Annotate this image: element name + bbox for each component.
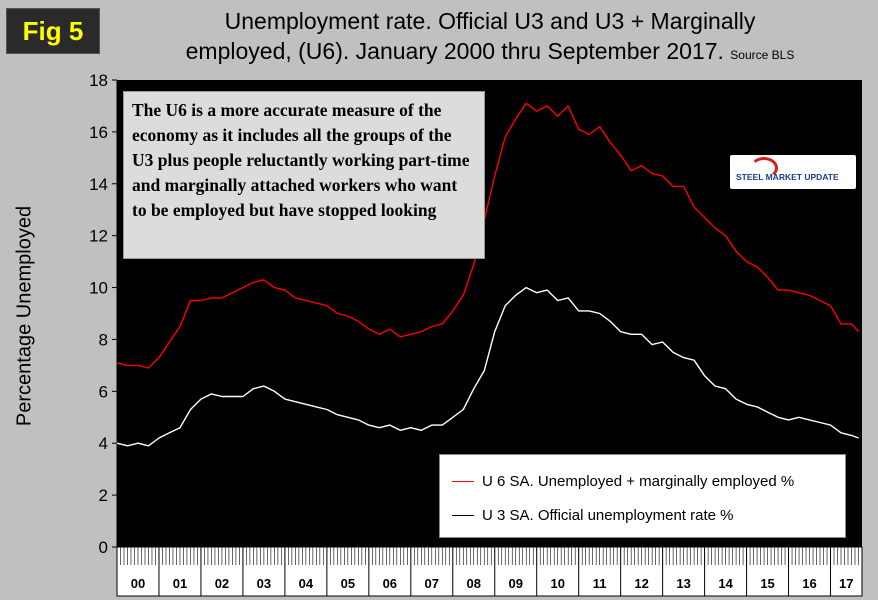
y-tick-label: 2 xyxy=(99,486,108,505)
title-line-2: employed, (U6). January 2000 thru Septem… xyxy=(185,38,795,64)
y-tick-label: 14 xyxy=(89,175,108,194)
y-tick-label: 12 xyxy=(89,227,108,246)
x-tick-label: 10 xyxy=(550,576,564,591)
y-tick-label: 16 xyxy=(89,123,108,142)
y-tick-label: 0 xyxy=(99,538,108,557)
steel-market-update-logo: STEEL MARKET UPDATE xyxy=(730,155,856,189)
y-tick-label: 4 xyxy=(99,434,108,453)
x-tick-label: 09 xyxy=(508,576,522,591)
u6-series-line xyxy=(116,102,860,369)
chart-legend: U 6 SA. Unemployed + marginally employed… xyxy=(439,454,846,538)
x-tick-label: 04 xyxy=(299,576,314,591)
x-tick-label: 14 xyxy=(718,576,733,591)
y-tick-label: 8 xyxy=(99,330,108,349)
x-tick-label: 00 xyxy=(131,576,145,591)
legend-label-u6: U 6 SA. Unemployed + marginally employed… xyxy=(482,472,795,490)
legend-swatch-u3 xyxy=(452,514,474,516)
x-axis-band xyxy=(116,546,863,597)
annotation-note: The U6 is a more accurate measure of the… xyxy=(123,91,485,259)
logo-swoosh-icon xyxy=(750,157,778,179)
x-tick-label: 08 xyxy=(467,576,481,591)
x-tick-label: 15 xyxy=(760,576,774,591)
logo-text: STEEL MARKET UPDATE xyxy=(736,172,839,182)
x-tick-label: 13 xyxy=(676,576,690,591)
title-line-1: Unemployment rate. Official U3 and U3 + … xyxy=(224,8,756,34)
legend-swatch-u6 xyxy=(452,480,474,482)
legend-entry-u3: U 3 SA. Official unemployment rate % xyxy=(452,505,734,525)
u3-series-line xyxy=(116,286,859,447)
chart-title: Unemployment rate. Official U3 and U3 + … xyxy=(110,6,870,70)
legend-label-u3: U 3 SA. Official unemployment rate % xyxy=(482,506,734,524)
x-tick-label: 07 xyxy=(425,576,439,591)
x-tick-label: 17 xyxy=(839,576,853,591)
x-tick-label: 05 xyxy=(341,576,355,591)
y-tick-label: 6 xyxy=(99,382,108,401)
figure-badge: Fig 5 xyxy=(6,8,100,54)
x-tick-label: 12 xyxy=(634,576,648,591)
x-tick-label: 01 xyxy=(173,576,187,591)
y-tick-label: 18 xyxy=(89,71,108,90)
x-tick-label: 16 xyxy=(802,576,816,591)
source-label: Source BLS xyxy=(730,48,795,62)
legend-entry-u6: U 6 SA. Unemployed + marginally employed… xyxy=(452,471,794,491)
x-tick-label: 03 xyxy=(257,576,271,591)
x-tick-label: 06 xyxy=(383,576,397,591)
y-tick-label: 10 xyxy=(89,279,108,298)
x-tick-label: 11 xyxy=(593,576,607,591)
x-tick-label: 02 xyxy=(215,576,229,591)
